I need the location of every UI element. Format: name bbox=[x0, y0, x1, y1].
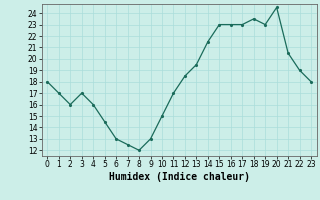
X-axis label: Humidex (Indice chaleur): Humidex (Indice chaleur) bbox=[109, 172, 250, 182]
